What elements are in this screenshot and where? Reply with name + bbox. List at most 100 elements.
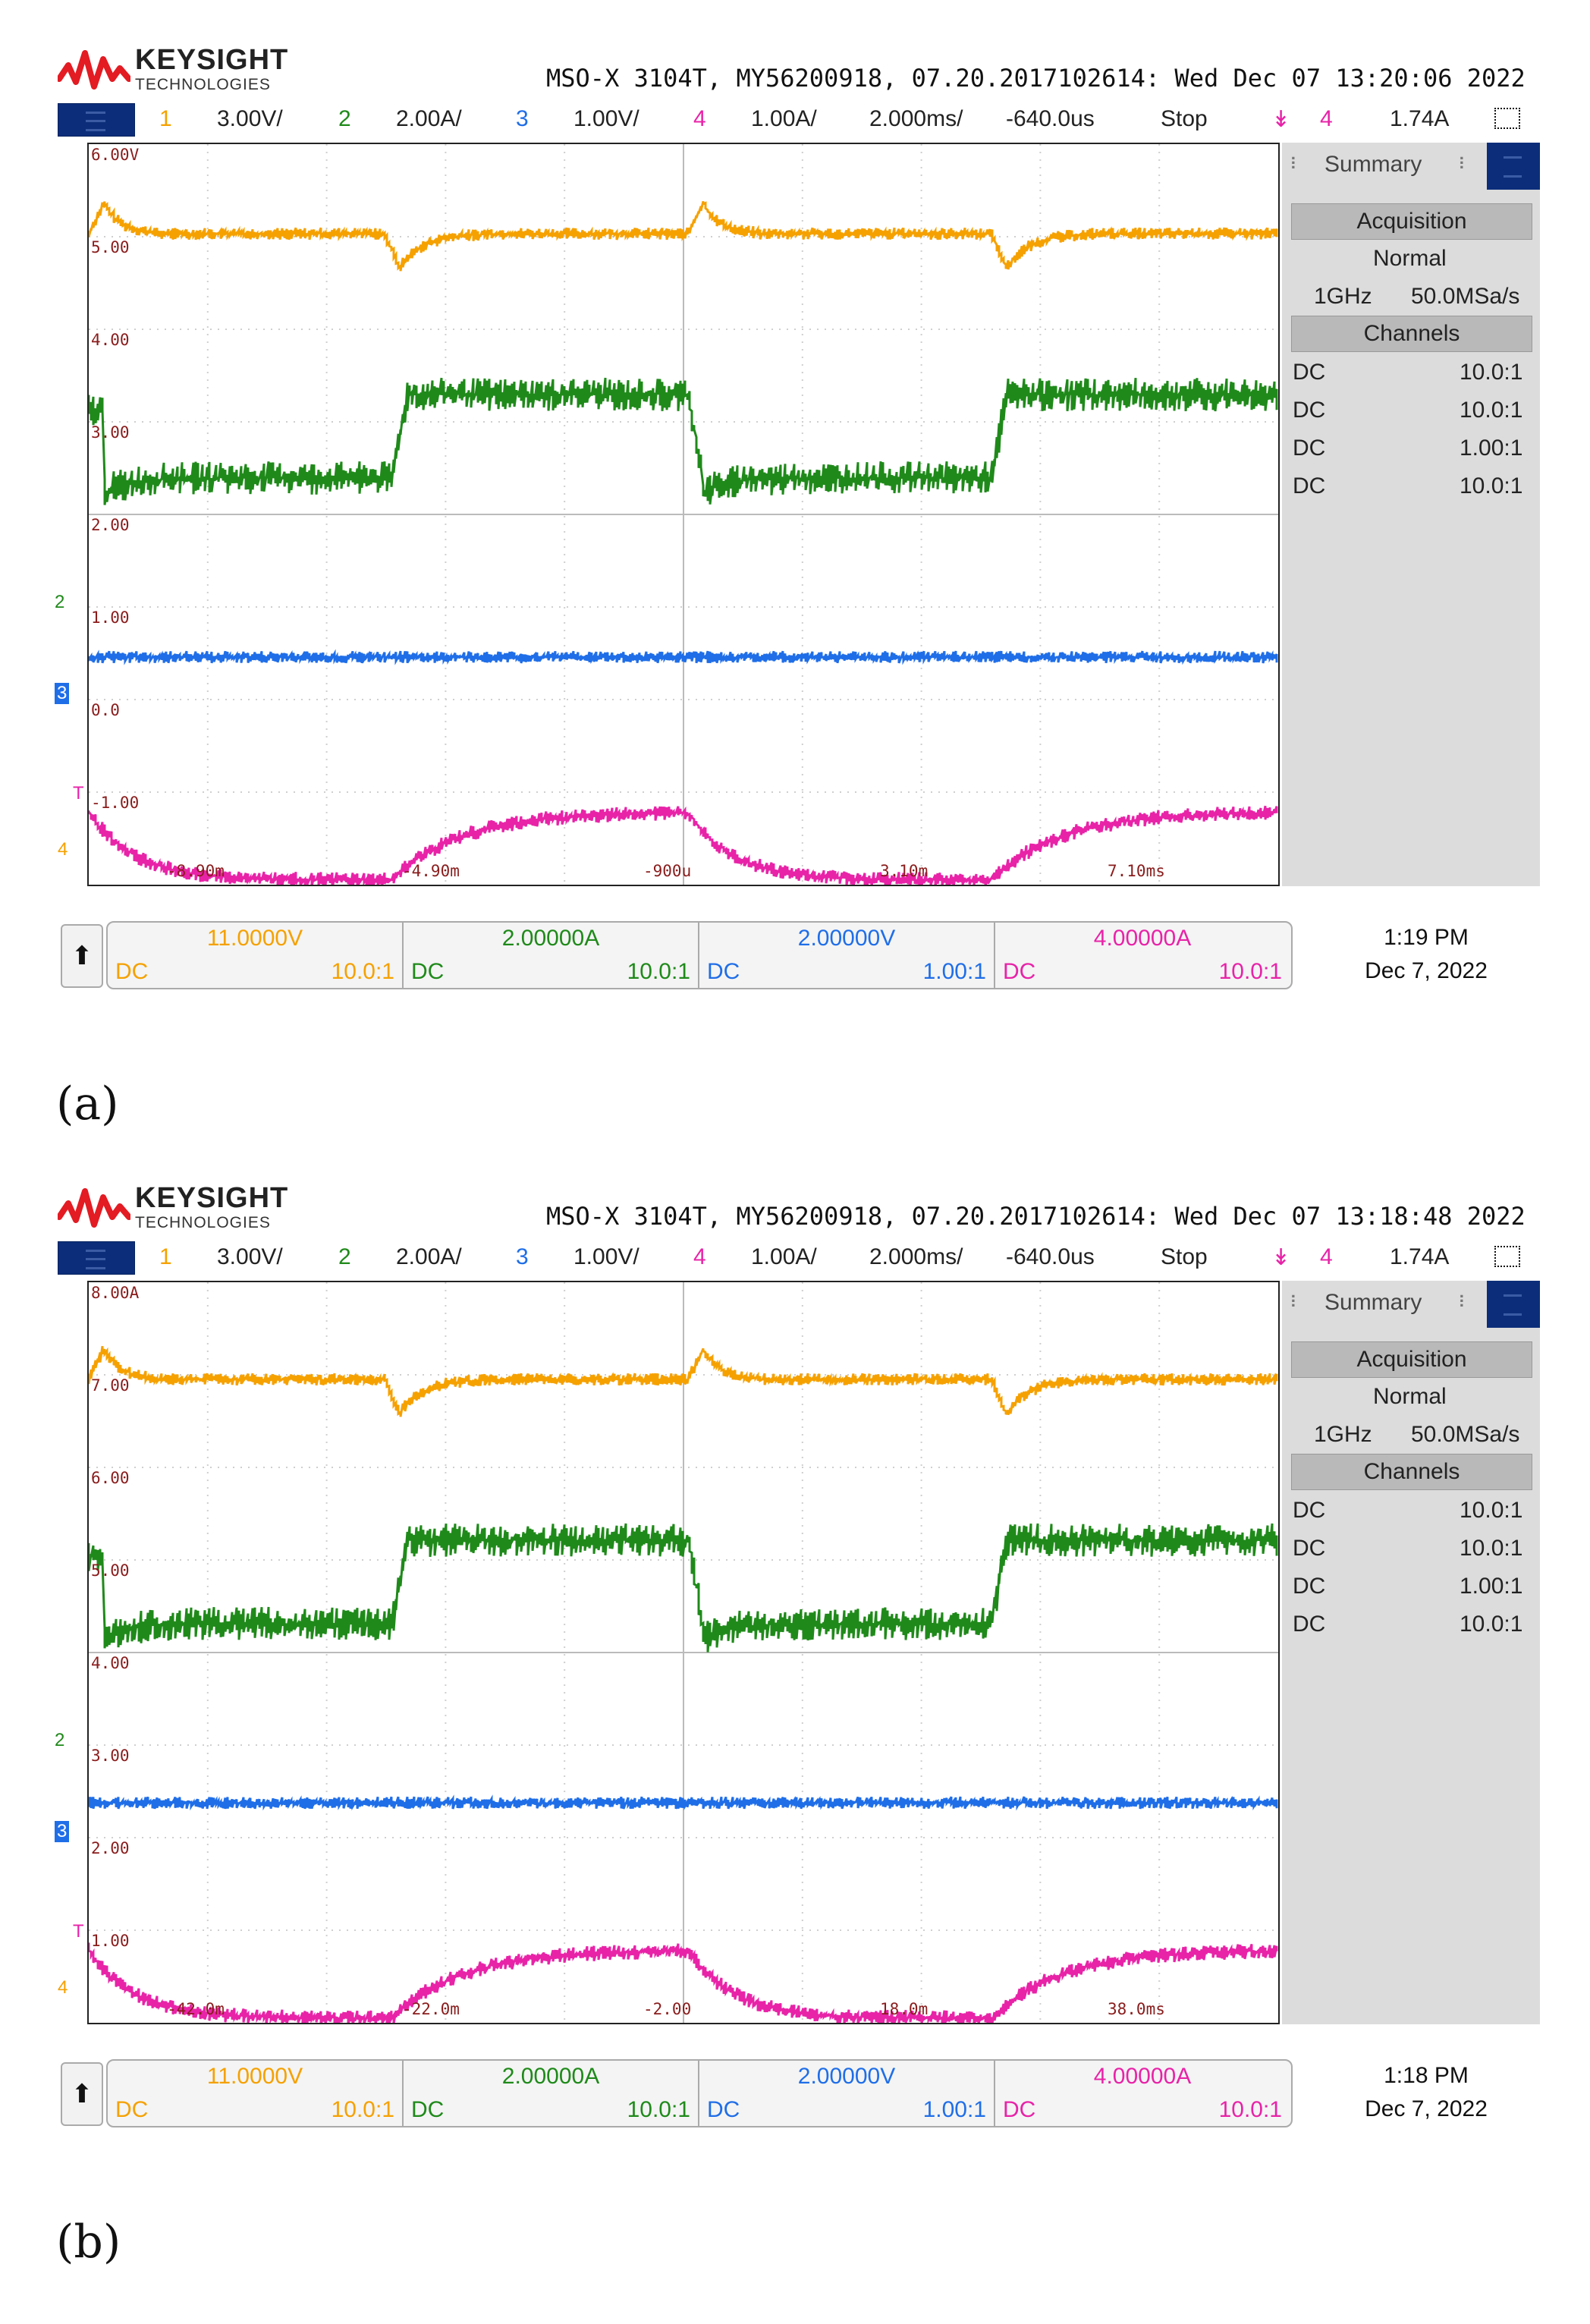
ch4-coupling: DC [1293,1612,1326,1637]
waveform-grid [89,1282,1278,2023]
ch1-offset-box[interactable]: 11.0000V DC 10.0:1 [108,2061,404,2126]
ch3-scale[interactable]: 1.00V/ [573,1244,639,1269]
zoom-box-icon[interactable] [1494,1246,1520,1267]
ch3-offset-box[interactable]: 2.00000V DC 1.00:1 [699,923,995,988]
ch1-trace [89,1345,1278,1417]
ch4-ground-marker[interactable]: 4 [58,1977,68,1998]
scope-screenshot-a: KEYSIGHT TECHNOLOGIES MSO-X 3104T, MY562… [0,0,1590,1138]
trigger-level[interactable]: 1.74A [1390,1244,1450,1269]
figure-caption: (b) [56,2216,121,2269]
menu-icon [86,112,105,131]
ch4-ground-marker[interactable]: 4 [58,839,68,860]
trigger-edge-icon: ↡ [1271,1245,1291,1270]
channels-header[interactable]: Channels [1291,1454,1532,1490]
ch2-offset-box[interactable]: 2.00000A DC 10.0:1 [404,2061,699,2126]
timebase[interactable]: 2.000ms/ [869,106,963,131]
ch1-offset-box[interactable]: 11.0000V DC 10.0:1 [108,923,404,988]
ch1-probe: 10.0:1 [1460,360,1523,385]
zoom-box-icon[interactable] [1494,108,1520,129]
ch3-offset-box[interactable]: 2.00000V DC 1.00:1 [699,2061,995,2126]
waveform-display[interactable] [87,1281,1280,2024]
instrument-header: MSO-X 3104T, MY56200918, 07.20.201710261… [546,64,1526,93]
ch3-number[interactable]: 3 [516,1244,529,1269]
main-menu-button[interactable] [58,1241,135,1275]
acquisition-header[interactable]: Acquisition [1291,1341,1532,1378]
ch2-offset: 2.00000A [501,2064,600,2089]
ch2-coupling: DC [1293,1536,1326,1561]
grip-icon[interactable]: ⠇ [1458,1293,1471,1312]
instrument-header: MSO-X 3104T, MY56200918, 07.20.201710261… [546,1202,1526,1231]
ch3-offset-coupling: DC [707,2097,740,2122]
ch3-probe: 1.00:1 [1460,1574,1523,1599]
ch4-offset-box[interactable]: 4.00000A DC 10.0:1 [995,923,1290,988]
ch1-offset: 11.0000V [206,926,303,951]
delay[interactable]: -640.0us [1006,1244,1095,1269]
y-axis-label: 2.00 [91,516,130,534]
brand-sub: TECHNOLOGIES [135,1214,271,1231]
ch4-offset-box[interactable]: 4.00000A DC 10.0:1 [995,2061,1290,2126]
bandwidth: 1GHz [1314,1422,1372,1447]
ch3-ground-marker[interactable]: 3 [55,683,70,704]
ch2-probe: 10.0:1 [1460,1536,1523,1561]
ch2-number[interactable]: 2 [338,106,351,131]
run-state[interactable]: Stop [1161,106,1208,131]
ch2-offset-box[interactable]: 2.00000A DC 10.0:1 [404,923,699,988]
figure-caption: (a) [56,1077,119,1131]
trigger-level-marker[interactable]: T [73,783,84,803]
acquisition-header[interactable]: Acquisition [1291,203,1532,240]
timebase[interactable]: 2.000ms/ [869,1244,963,1269]
grip-icon[interactable]: ⠇ [1290,155,1302,174]
clock-date: Dec 7, 2022 [1365,958,1488,983]
y-axis-label: 6.00V [91,146,140,164]
ch2-ground-marker[interactable]: 2 [55,1730,65,1750]
ch1-number[interactable]: 1 [159,106,172,131]
grip-icon[interactable]: ⠇ [1290,1293,1302,1312]
trigger-source[interactable]: 4 [1320,106,1333,131]
brand-name: KEYSIGHT [135,44,289,76]
ch3-offset-probe: 1.00:1 [922,2097,986,2122]
ch3-ground-marker[interactable]: 3 [55,1821,70,1842]
ch4-scale[interactable]: 1.00A/ [751,106,817,131]
ch4-number[interactable]: 4 [693,106,706,131]
clock: 1:18 PM Dec 7, 2022 [1350,2059,1502,2126]
channels-header[interactable]: Channels [1291,316,1532,352]
sidebar-menu-button[interactable] [1487,1281,1540,1328]
ch3-number[interactable]: 3 [516,106,529,131]
ch2-number[interactable]: 2 [338,1244,351,1269]
ch1-number[interactable]: 1 [159,1244,172,1269]
ch4-trace [89,1942,1278,2023]
arrow-up-icon[interactable]: ⬆ [61,2062,103,2126]
ch1-coupling: DC [1293,360,1326,385]
ch1-probe: 10.0:1 [1460,1498,1523,1523]
ch1-trace [89,200,1278,272]
ch1-scale[interactable]: 3.00V/ [217,1244,283,1269]
ch2-scale[interactable]: 2.00A/ [396,1244,462,1269]
grip-icon[interactable]: ⠇ [1458,155,1471,174]
delay[interactable]: -640.0us [1006,106,1095,131]
ch3-offset-coupling: DC [707,959,740,984]
waveform-display[interactable] [87,143,1280,886]
x-axis-label: 38.0ms [1108,2000,1165,2018]
trigger-source[interactable]: 4 [1320,1244,1333,1269]
main-menu-button[interactable] [58,103,135,137]
run-state[interactable]: Stop [1161,1244,1208,1269]
ch1-scale[interactable]: 3.00V/ [217,106,283,131]
arrow-up-icon[interactable]: ⬆ [61,924,103,988]
keysight-wave-icon [58,1188,130,1228]
sidebar-menu-button[interactable] [1487,143,1540,190]
trigger-level[interactable]: 1.74A [1390,106,1450,131]
ch2-scale[interactable]: 2.00A/ [396,106,462,131]
ch4-scale[interactable]: 1.00A/ [751,1244,817,1269]
y-axis-label: 4.00 [91,1654,130,1672]
ch3-scale[interactable]: 1.00V/ [573,106,639,131]
channel-offset-bar: ⬆ 11.0000V DC 10.0:1 2.00000A DC 10.0:1 … [61,2059,1297,2129]
bandwidth: 1GHz [1314,284,1372,309]
ch4-number[interactable]: 4 [693,1244,706,1269]
x-axis-label: -8.90m [167,862,225,880]
ch3-coupling: DC [1293,1574,1326,1599]
ch2-ground-marker[interactable]: 2 [55,592,65,612]
ch3-trace [89,649,1278,665]
trigger-level-marker[interactable]: T [73,1921,84,1942]
sample-rate: 50.0MSa/s [1411,284,1520,309]
clock-date: Dec 7, 2022 [1365,2096,1488,2121]
